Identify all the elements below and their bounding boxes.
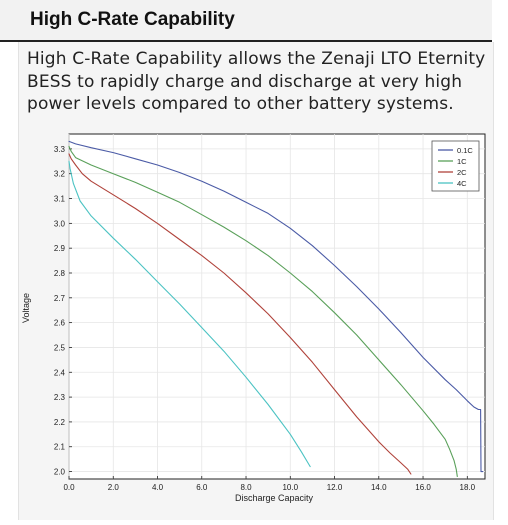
y-tick-label: 2.7 bbox=[54, 294, 66, 303]
y-tick-label: 2.5 bbox=[54, 343, 66, 352]
x-tick-label: 0.0 bbox=[63, 483, 75, 492]
y-tick-label: 2.6 bbox=[54, 319, 66, 328]
y-tick-label: 2.0 bbox=[54, 468, 66, 477]
y-tick-label: 3.2 bbox=[54, 170, 66, 179]
discharge-chart: 0.0 2.0 4.0 6.0 8.0 10.0 12.0 14.0 16.0 18.0 2.0 2.… bbox=[21, 133, 486, 503]
legend-label: 0.1C bbox=[457, 146, 473, 155]
y-tick-label: 3.3 bbox=[54, 145, 66, 154]
description-text: High C-Rate Capability allows the Zenaji… bbox=[27, 49, 486, 114]
x-tick-label: 2.0 bbox=[108, 483, 120, 492]
chart-frame: 0.0 2.0 4.0 6.0 8.0 10.0 12.0 14.0 16.0 18.0 2.0 2.… bbox=[18, 120, 494, 520]
y-tick-label: 2.4 bbox=[54, 368, 66, 377]
x-tick-label: 8.0 bbox=[240, 483, 252, 492]
legend-label: 2C bbox=[457, 168, 467, 177]
x-axis-label: Discharge Capacity bbox=[235, 493, 314, 503]
legend-items: 0.1C 1C 2C 4C bbox=[438, 146, 473, 188]
y-tick-label: 3.0 bbox=[54, 219, 66, 228]
y-tick-label: 2.3 bbox=[54, 393, 66, 402]
x-tick-label: 12.0 bbox=[327, 483, 343, 492]
y-tick-label: 2.8 bbox=[54, 269, 66, 278]
series-line-1c bbox=[68, 145, 458, 478]
x-tick-label: 14.0 bbox=[371, 483, 387, 492]
y-tick-label: 2.2 bbox=[54, 418, 66, 427]
series-line-2c bbox=[68, 153, 412, 475]
axis-ticks: 0.0 2.0 4.0 6.0 8.0 10.0 12.0 14.0 16.0 18.0 2.0 2.… bbox=[54, 145, 476, 492]
y-axis-label: Voltage bbox=[21, 293, 31, 323]
series-line-0-1c bbox=[68, 140, 484, 473]
legend-label: 4C bbox=[457, 179, 467, 188]
x-tick-label: 16.0 bbox=[415, 483, 431, 492]
grid-lines bbox=[68, 134, 485, 479]
legend-label: 1C bbox=[457, 157, 467, 166]
x-tick-label: 6.0 bbox=[196, 483, 208, 492]
legend: 0.1C 1C 2C 4C bbox=[431, 140, 480, 192]
plot-area bbox=[68, 133, 486, 480]
section-title: High C-Rate Capability bbox=[30, 9, 235, 30]
x-tick-label: 10.0 bbox=[282, 483, 298, 492]
x-tick-label: 18.0 bbox=[460, 483, 476, 492]
y-tick-label: 3.1 bbox=[54, 195, 66, 204]
series-lines bbox=[68, 140, 484, 478]
section-header: High C-Rate Capability bbox=[0, 0, 492, 42]
y-tick-label: 2.1 bbox=[54, 443, 66, 452]
series-line-4c bbox=[68, 160, 311, 468]
section-description: High C-Rate Capability allows the Zenaji… bbox=[18, 42, 494, 120]
y-tick-label: 2.9 bbox=[54, 244, 66, 253]
x-tick-label: 4.0 bbox=[152, 483, 164, 492]
